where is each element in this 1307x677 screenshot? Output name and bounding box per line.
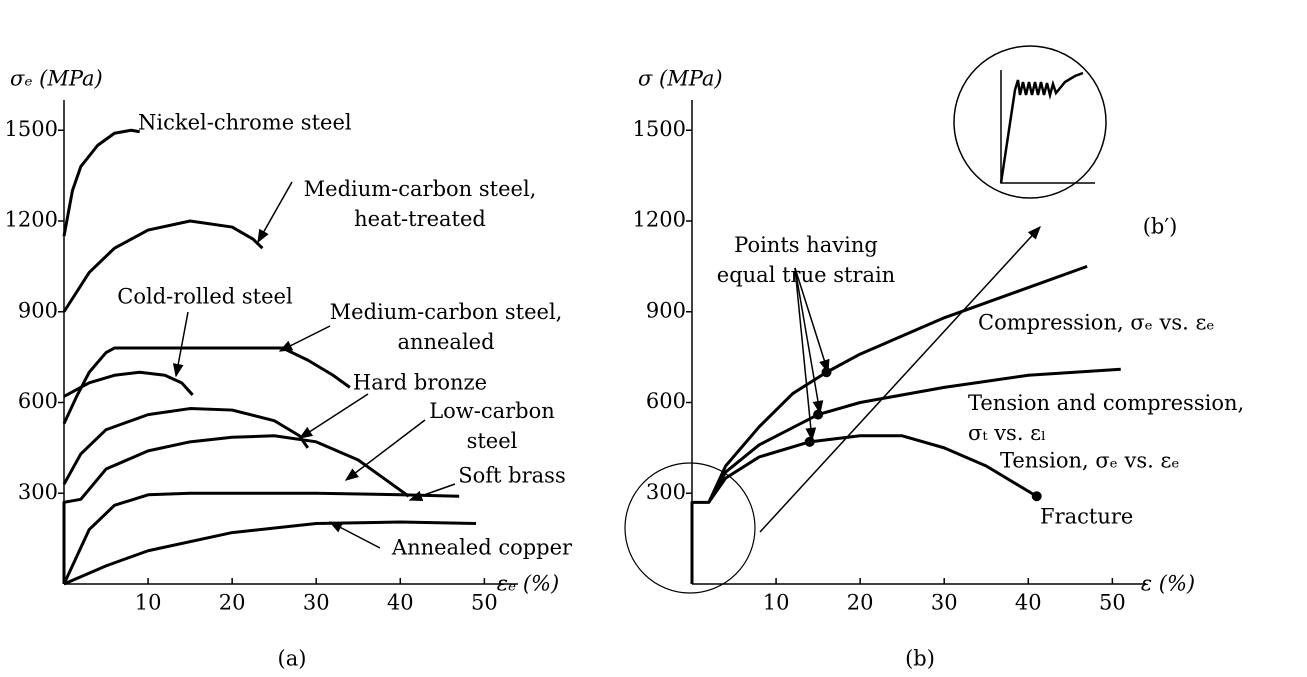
- curve: [690, 264, 1088, 584]
- annotation-arrow: [794, 267, 817, 442]
- curve: [707, 434, 1038, 504]
- point: [1031, 491, 1042, 502]
- x-tick-label: 40: [1015, 591, 1042, 615]
- annotation: Points having equal true strain: [717, 233, 895, 287]
- y-tick-label: 1200: [633, 208, 686, 232]
- panel-label: (b): [905, 647, 935, 671]
- curve-label: Medium-carbon steel, annealed: [330, 300, 563, 354]
- inset: [624, 45, 1107, 594]
- annotation: (b′): [1143, 215, 1178, 239]
- curve: [62, 128, 140, 237]
- curve: [62, 407, 310, 485]
- y-tick-label: 600: [18, 389, 58, 413]
- curve-label: Compression, σₑ vs. εₑ: [978, 311, 1214, 335]
- y-tick-label: 300: [18, 480, 58, 504]
- point: [813, 409, 824, 420]
- label-arrow: [278, 325, 331, 352]
- y-axis-label: σ (MPa): [638, 67, 723, 91]
- label-arrow: [328, 521, 381, 549]
- curve-label: Low-carbon steel: [429, 399, 555, 453]
- x-tick-label: 40: [387, 591, 414, 615]
- curve-label: Tension, σₑ vs. εₑ: [1000, 449, 1179, 473]
- x-tick-label: 10: [763, 591, 790, 615]
- annotation: Fracture: [1040, 505, 1133, 529]
- y-tick-label: 900: [18, 298, 58, 322]
- annotation-arrow: [794, 267, 830, 374]
- x-axis-label: ε (%): [1141, 572, 1195, 596]
- curve-label: Annealed copper: [391, 536, 573, 560]
- point: [804, 436, 815, 447]
- annotation-arrow: [794, 267, 824, 415]
- x-tick-label: 30: [931, 591, 958, 615]
- y-tick-label: 300: [646, 480, 686, 504]
- curve: [62, 434, 410, 584]
- curve-label: Nickel-chrome steel: [138, 111, 352, 135]
- x-tick-label: 20: [219, 591, 246, 615]
- label-arrow: [172, 311, 189, 378]
- y-tick-label: 900: [646, 298, 686, 322]
- curve-label: Cold-rolled steel: [117, 285, 293, 309]
- label-arrow: [298, 393, 369, 439]
- label-arrow: [408, 483, 456, 502]
- curve-label: Hard bronze: [353, 371, 487, 395]
- y-tick-label: 1200: [5, 208, 58, 232]
- x-axis-label: εₑ (%): [497, 572, 559, 596]
- curve: [62, 346, 351, 425]
- x-tick-label: 50: [1099, 591, 1126, 615]
- x-tick-label: 10: [135, 591, 162, 615]
- x-tick-label: 30: [303, 591, 330, 615]
- y-tick-label: 1500: [633, 117, 686, 141]
- curve-label: Tension and compression, σₜ vs. εₗ: [968, 391, 1244, 445]
- curve: [63, 370, 194, 398]
- curve: [62, 491, 460, 585]
- label-arrow: [257, 181, 293, 244]
- panel-label: (a): [278, 647, 307, 671]
- y-tick-label: 600: [646, 389, 686, 413]
- x-tick-label: 20: [847, 591, 874, 615]
- curve: [707, 367, 1121, 504]
- curve: [63, 520, 476, 586]
- curve-label: Soft brass: [458, 464, 565, 488]
- x-tick-label: 50: [471, 591, 498, 615]
- y-tick-label: 1500: [5, 117, 58, 141]
- label-arrow: [344, 419, 426, 481]
- curve: [62, 219, 264, 313]
- curve-label: Medium-carbon steel, heat-treated: [304, 177, 537, 231]
- y-axis-label: σₑ (MPa): [10, 67, 103, 91]
